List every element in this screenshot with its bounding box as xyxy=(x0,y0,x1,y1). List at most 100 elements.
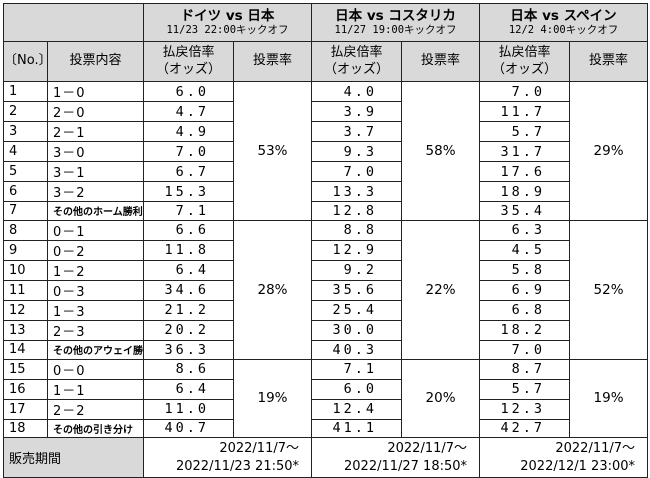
table-row: 5 3－1 6.7 7.0 17.6 xyxy=(3,161,648,182)
row-number: 12 xyxy=(3,299,48,321)
odds-value: 11.7 xyxy=(479,101,571,122)
table-row: 11 0－3 34.6 35.6 6.9 xyxy=(3,279,648,301)
match-title: 日本 vs スペイン xyxy=(510,7,617,24)
odds-value: 6.7 xyxy=(143,161,234,182)
vote-rate: 52% xyxy=(569,219,649,360)
kickoff-time: 11/23 22:00キックオフ xyxy=(166,24,289,37)
bet-content: 1－0 xyxy=(47,81,144,102)
bet-content: その他のホーム勝利 xyxy=(47,201,144,221)
odds-value: 6.3 xyxy=(479,219,571,241)
table-row: 2 2－0 4.7 3.9 11.7 xyxy=(3,101,648,122)
row-number: 18 xyxy=(3,418,48,439)
bet-content: 0－2 xyxy=(47,239,144,261)
odds-body: 1 1－0 6.0 53% 4.0 58% 7.0 29% 2 2－0 4.7 3.9 11.7 3 2－1… xyxy=(3,81,649,439)
bet-content: 3－2 xyxy=(47,181,144,202)
odds-value: 36.3 xyxy=(143,339,234,360)
odds-value: 9.3 xyxy=(311,141,403,162)
odds-value: 8.7 xyxy=(479,358,571,380)
row-number: 14 xyxy=(3,339,48,360)
table-row: 16 1－1 6.4 6.0 5.7 xyxy=(3,378,648,400)
bet-content: 0－1 xyxy=(47,219,144,241)
odds-value: 20.2 xyxy=(143,319,234,341)
row-number: 9 xyxy=(3,239,48,261)
odds-value: 3.7 xyxy=(311,121,403,142)
odds-value: 7.0 xyxy=(479,81,571,102)
odds-value: 4.7 xyxy=(143,101,234,122)
row-number: 13 xyxy=(3,319,48,341)
bet-content: 3－1 xyxy=(47,161,144,182)
odds-header: 払戻倍率 （オッズ） xyxy=(311,41,403,82)
odds-value: 25.4 xyxy=(311,299,403,321)
odds-value: 12.8 xyxy=(311,201,403,221)
odds-value: 40.7 xyxy=(143,418,234,439)
odds-value: 8.6 xyxy=(143,358,234,380)
bet-content: 1－3 xyxy=(47,299,144,321)
row-number: 4 xyxy=(3,141,48,162)
vote-rate: 20% xyxy=(401,358,481,439)
row-number: 11 xyxy=(3,279,48,301)
odds-value: 3.9 xyxy=(311,101,403,122)
bet-content: 1－1 xyxy=(47,378,144,400)
table-row: 13 2－3 20.2 30.0 18.2 xyxy=(3,319,648,341)
table-row: 17 2－2 11.0 12.4 12.3 xyxy=(3,398,648,420)
vote-rate: 58% xyxy=(401,81,481,221)
table-row: 12 1－3 21.2 25.4 6.8 xyxy=(3,299,648,321)
odds-value: 9.2 xyxy=(311,259,403,281)
odds-value: 6.4 xyxy=(143,378,234,400)
odds-value: 5.8 xyxy=(479,259,571,281)
match-title: 日本 vs コスタリカ xyxy=(335,7,456,24)
odds-value: 30.0 xyxy=(311,319,403,341)
odds-value: 7.1 xyxy=(143,201,234,221)
rate-header: 投票率 xyxy=(569,41,649,82)
corner-blank xyxy=(3,3,144,42)
odds-value: 7.0 xyxy=(311,161,403,182)
table-row: 6 3－2 15.3 13.3 18.9 xyxy=(3,181,648,202)
match-title: ドイツ vs 日本 xyxy=(180,7,275,24)
vote-rate: 28% xyxy=(232,219,313,360)
odds-value: 8.8 xyxy=(311,219,403,241)
table-row: 3 2－1 4.9 3.7 5.7 xyxy=(3,121,648,142)
row-number: 17 xyxy=(3,398,48,420)
odds-value: 41.1 xyxy=(311,418,403,439)
odds-value: 7.0 xyxy=(479,339,571,360)
vote-rate: 53% xyxy=(232,81,313,221)
vote-rate: 19% xyxy=(232,358,313,439)
table-row: 4 3－0 7.0 9.3 31.7 xyxy=(3,141,648,162)
no-header: 〔No.〕 xyxy=(3,41,48,82)
odds-value: 13.3 xyxy=(311,181,403,202)
odds-value: 40.3 xyxy=(311,339,403,360)
rate-header: 投票率 xyxy=(232,41,313,82)
odds-value: 42.7 xyxy=(479,418,571,439)
odds-value: 34.6 xyxy=(143,279,234,301)
row-number: 3 xyxy=(3,121,48,142)
odds-value: 12.3 xyxy=(479,398,571,420)
table-row: 18 その他の引き分け 40.7 41.1 42.7 xyxy=(3,418,648,439)
odds-value: 4.9 xyxy=(143,121,234,142)
bet-content: その他のアウェイ勝利 xyxy=(47,339,144,360)
row-number: 7 xyxy=(3,201,48,221)
row-number: 10 xyxy=(3,259,48,281)
odds-value: 17.6 xyxy=(479,161,571,182)
odds-value: 6.0 xyxy=(143,81,234,102)
odds-header: 払戻倍率 （オッズ） xyxy=(479,41,571,82)
table-row: 15 0－0 8.6 19% 7.1 20% 8.7 19% xyxy=(3,358,649,439)
match-header-2: 日本 vs コスタリカ 11/27 19:00キックオフ xyxy=(311,3,481,42)
row-number: 16 xyxy=(3,378,48,400)
table-row: 14 その他のアウェイ勝利 36.3 40.3 7.0 xyxy=(3,339,648,360)
table-row: 10 1－2 6.4 9.2 5.8 xyxy=(3,259,648,281)
odds-value: 6.8 xyxy=(479,299,571,321)
bet-content: 2－2 xyxy=(47,398,144,420)
kickoff-time: 12/2 4:00キックオフ xyxy=(508,24,619,37)
odds-table: ドイツ vs 日本 11/23 22:00キックオフ 日本 vs コスタリカ 1… xyxy=(3,3,649,478)
odds-value: 18.2 xyxy=(479,319,571,341)
row-number: 8 xyxy=(3,219,48,241)
odds-value: 11.8 xyxy=(143,239,234,261)
table-row: 9 0－2 11.8 12.9 4.5 xyxy=(3,239,648,261)
row-number: 15 xyxy=(3,358,48,380)
odds-header: 払戻倍率 （オッズ） xyxy=(143,41,234,82)
kickoff-time: 11/27 19:00キックオフ xyxy=(334,24,457,37)
rate-header: 投票率 xyxy=(401,41,481,82)
odds-value: 4.5 xyxy=(479,239,571,261)
odds-value: 4.0 xyxy=(311,81,403,102)
vote-rate: 19% xyxy=(569,358,649,439)
